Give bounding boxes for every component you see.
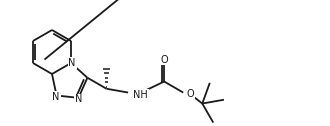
Text: N: N — [52, 92, 60, 102]
Text: N: N — [75, 94, 82, 104]
Text: NH: NH — [133, 90, 148, 100]
Text: O: O — [186, 89, 194, 99]
Text: O: O — [160, 55, 168, 65]
Text: N: N — [68, 58, 76, 68]
